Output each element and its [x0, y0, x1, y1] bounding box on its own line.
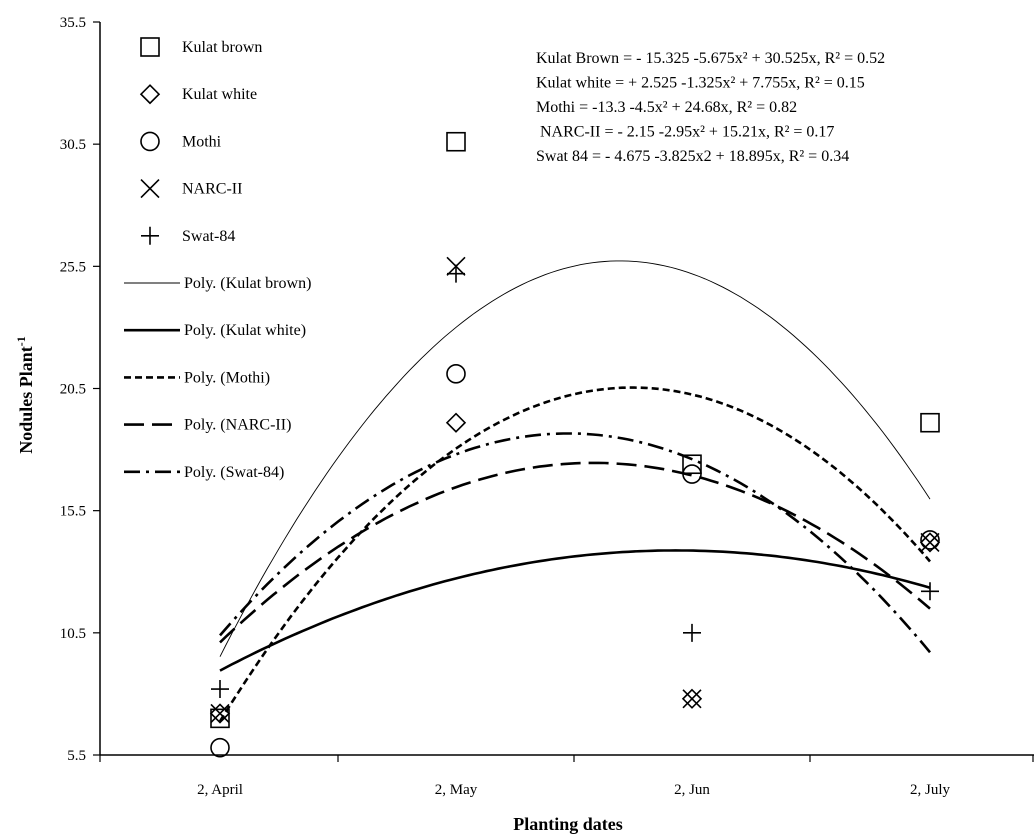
point-swat-84: [211, 680, 229, 699]
point-mothi: [446, 364, 466, 384]
trendline-swat-84: [219, 432, 931, 654]
point-mothi: [920, 530, 940, 550]
y-axis-title-main: Nodules Plant: [16, 346, 36, 454]
x-tick-label: 2, May: [435, 782, 478, 798]
y-tick-label: 5.5: [67, 748, 86, 764]
trendline-kulat-brown: [219, 260, 931, 657]
point-mothi: [682, 464, 702, 484]
data-markers: [209, 131, 941, 758]
equation-line: Swat 84 = - 4.675 -3.825x2 + 18.895x, R²…: [536, 148, 849, 165]
point-swat-84: [447, 264, 465, 283]
x-tick-label: 2, April: [197, 782, 243, 798]
trendline-narc-ii: [219, 461, 931, 644]
legend-label: Poly. (Swat-84): [184, 464, 284, 481]
trendlines: [218, 260, 931, 722]
equation-line: Kulat white = + 2.525 -1.325x² + 7.755x,…: [536, 75, 865, 92]
y-axis-title-superscript: -1: [14, 336, 28, 346]
point-swat-84: [683, 623, 701, 642]
y-tick-label: 30.5: [60, 137, 86, 153]
legend-label: Poly. (Mothi): [184, 369, 270, 386]
point-kulat-brown: [920, 412, 940, 433]
equation-line: NARC-II = - 2.15 -2.95x² + 15.21x, R² = …: [540, 124, 834, 141]
legend-marker-kulat-brown: [140, 37, 160, 57]
point-narc-ii: [210, 703, 230, 724]
legend-label: Kulat white: [182, 86, 257, 103]
point-kulat-white: [919, 532, 941, 553]
legend-label: Poly. (NARC-II): [184, 417, 291, 434]
legend-marker-mothi: [140, 131, 160, 152]
legend-label: Poly. (Kulat white): [184, 322, 306, 339]
point-narc-ii: [682, 689, 702, 709]
y-tick-label: 35.5: [60, 15, 86, 31]
point-kulat-brown: [446, 131, 466, 152]
legend-label: Swat-84: [182, 228, 235, 245]
legend-marker-swat-84: [141, 226, 159, 245]
point-kulat-brown: [682, 454, 702, 475]
point-kulat-white: [445, 412, 467, 433]
point-kulat-white: [209, 703, 231, 724]
point-mothi: [210, 737, 230, 758]
x-tick-label: 2, Jun: [674, 782, 710, 798]
legend-marker-narc-ii: [140, 179, 160, 199]
legend-label: Kulat brown: [182, 39, 262, 56]
trendline-kulat-white: [219, 549, 931, 672]
legend-marker-kulat-white: [139, 84, 161, 105]
x-axis-title: Planting dates: [513, 814, 623, 834]
legend-label: Poly. (Kulat brown): [184, 275, 311, 292]
point-swat-84: [921, 582, 939, 601]
point-kulat-white: [681, 688, 703, 709]
y-tick-label: 20.5: [60, 382, 86, 398]
legend: Kulat brown Kulat white Mothi NARC-II Swat-8…: [124, 37, 311, 481]
point-kulat-brown: [210, 708, 230, 729]
y-tick-label: 10.5: [60, 626, 86, 642]
x-tick-label: 2, July: [910, 782, 951, 798]
trendline-mothi: [218, 386, 931, 722]
y-tick-label: 15.5: [60, 504, 86, 520]
y-tick-label: 25.5: [60, 259, 86, 275]
equation-line: Kulat Brown = - 15.325 -5.675x² + 30.525…: [536, 50, 885, 67]
legend-label: NARC-II: [182, 181, 242, 198]
trend-equations: Kulat Brown = - 15.325 -5.675x² + 30.525…: [536, 50, 885, 165]
point-narc-ii: [920, 532, 940, 552]
equation-line: Mothi = -13.3 -4.5x² + 24.68x, R² = 0.82: [536, 99, 797, 116]
plot-area: 5.5 10.5 15.5 20.5 25.5 30.5 35.5 2, April 2, Ma…: [60, 15, 1034, 798]
y-axis-title: Nodules Plant-1: [14, 336, 36, 454]
legend-label: Mothi: [182, 133, 222, 150]
